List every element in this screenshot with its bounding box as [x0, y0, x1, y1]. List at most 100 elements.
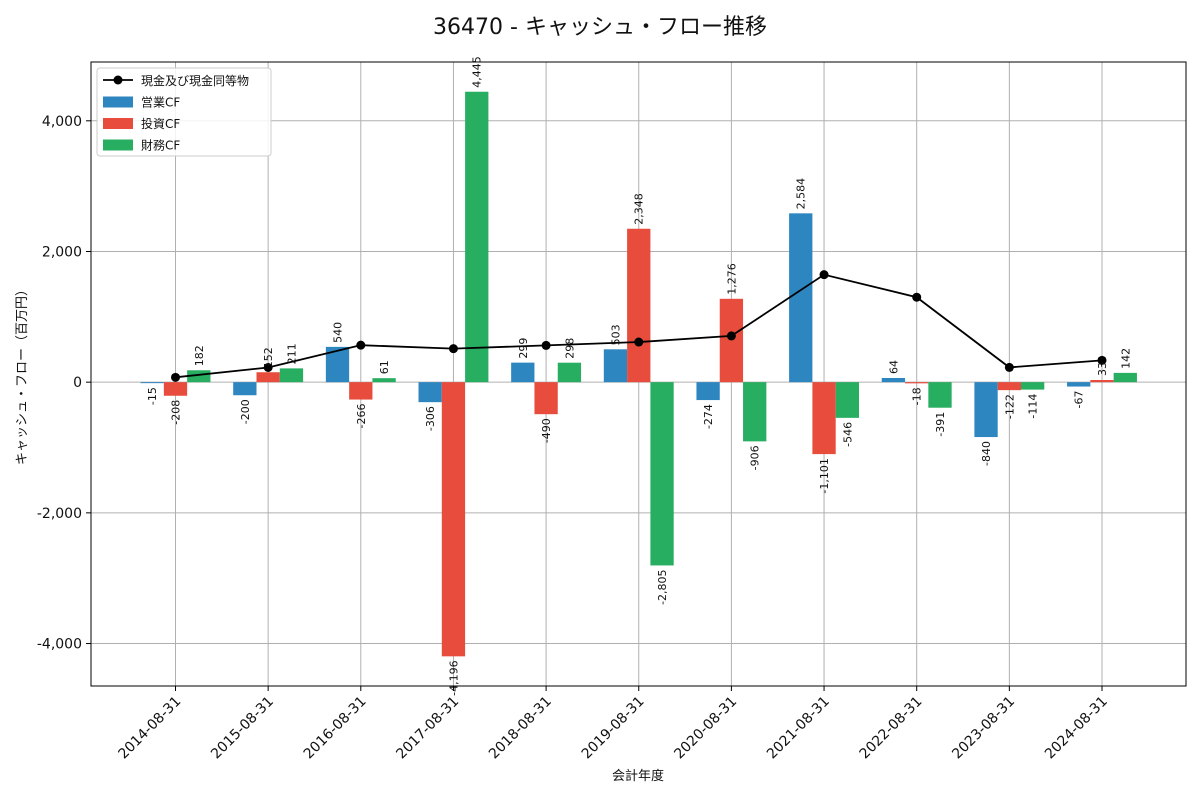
bar-2-2 — [372, 378, 396, 383]
x-tick-label-1: 2015-08-31 — [208, 694, 277, 763]
line-point-3-5 — [634, 337, 644, 347]
value-label-0-10: -67 — [1073, 391, 1086, 409]
legend-label-1: 投資CF — [141, 116, 180, 131]
line-point-3-4 — [541, 340, 551, 350]
bars-layer — [140, 91, 1137, 657]
bar-0-6 — [696, 382, 720, 401]
y-axis: -4,000 -2,000 0 2,000 4,000 — [37, 114, 91, 653]
bar-2-4 — [557, 362, 582, 383]
x-tick-label-7: 2021-08-31 — [764, 694, 833, 763]
bar-0-1 — [233, 382, 257, 396]
line-point-3-10 — [1097, 355, 1107, 365]
value-label-0-4: 299 — [517, 338, 530, 359]
bar-2-7 — [835, 382, 859, 418]
value-label-2-8: -391 — [934, 412, 947, 437]
value-label-1-6: 1,276 — [725, 263, 738, 295]
value-label-0-3: -306 — [424, 406, 437, 431]
line-point-3-9 — [1004, 362, 1014, 372]
value-label-2-6: -906 — [749, 445, 762, 470]
value-label-0-1: -200 — [239, 399, 252, 424]
line-point-3-6 — [726, 331, 736, 341]
bar-1-8 — [905, 382, 929, 384]
legend-label-2: 財務CF — [141, 138, 180, 153]
value-label-0-6: -274 — [702, 404, 715, 429]
line-layer — [171, 270, 1107, 382]
x-tick-label-9: 2023-08-31 — [949, 694, 1018, 763]
bar-1-6 — [719, 298, 744, 383]
x-tick-label-8: 2022-08-31 — [857, 694, 926, 763]
bar-0-3 — [418, 382, 442, 403]
bar-0-8 — [881, 377, 906, 383]
value-label-1-2: -266 — [355, 404, 368, 429]
legend-label-0: 営業CF — [141, 96, 180, 110]
x-axis: 2014-08-31 2015-08-31 2016-08-31 2017-08-31… — [115, 686, 1111, 763]
x-tick-label-4: 2018-08-31 — [486, 694, 555, 763]
line-point-3-2 — [356, 340, 366, 350]
value-label-2-4: 298 — [563, 338, 576, 359]
value-label-1-10: 33 — [1096, 362, 1109, 376]
bar-2-8 — [928, 382, 952, 408]
x-tick-label-0: 2014-08-31 — [115, 694, 184, 763]
bar-0-5 — [603, 349, 628, 383]
bar-2-0 — [187, 370, 211, 383]
y-tick-label-0: -4,000 — [37, 637, 82, 653]
legend-swatch-2 — [103, 139, 133, 151]
line-point-3-1 — [263, 362, 273, 372]
value-labels: -15 -200 540 -306 299 503 -274 2,584 64 -840 -67 -2… — [146, 56, 1132, 696]
bar-2-6 — [743, 382, 767, 442]
value-label-2-9: -114 — [1027, 394, 1040, 419]
line-point-3-0 — [171, 372, 180, 382]
value-label-2-7: -546 — [841, 422, 854, 447]
bar-2-5 — [650, 382, 674, 566]
x-axis-label: 会計年度 — [612, 768, 664, 784]
value-label-2-1: 211 — [285, 343, 298, 364]
bar-0-2 — [325, 346, 350, 383]
x-tick-label-3: 2017-08-31 — [393, 694, 462, 763]
bar-0-4 — [511, 362, 535, 383]
value-label-2-3: 4,445 — [471, 56, 484, 88]
bar-1-10 — [1090, 380, 1114, 383]
value-label-1-1: 152 — [262, 347, 275, 368]
y-tick-label-2: 0 — [73, 375, 82, 391]
value-label-1-8: -18 — [911, 387, 924, 405]
x-tick-label-5: 2019-08-31 — [579, 694, 648, 763]
x-tick-label-6: 2020-08-31 — [671, 694, 740, 763]
bar-2-3 — [465, 91, 489, 383]
bar-2-1 — [279, 368, 304, 383]
y-tick-label-4: 4,000 — [42, 114, 82, 130]
x-tick-label-10: 2024-08-31 — [1042, 694, 1111, 763]
bar-0-9 — [974, 382, 998, 438]
line-point-3-3 — [448, 344, 458, 354]
value-label-0-7: 2,584 — [795, 178, 808, 210]
value-label-2-2: 61 — [378, 360, 391, 374]
legend-swatch-0 — [103, 96, 133, 108]
value-label-0-9: -840 — [980, 441, 993, 466]
bar-1-1 — [256, 372, 280, 383]
value-label-0-5: 503 — [609, 324, 622, 345]
value-label-0-8: 64 — [887, 360, 900, 374]
bar-1-5 — [627, 228, 651, 383]
chart-title: 36470 - キャッシュ・フロー推移 — [433, 15, 767, 40]
legend-label-3: 現金及び現金同等物 — [141, 73, 249, 88]
value-label-1-3: -4,196 — [447, 660, 460, 695]
bar-1-4 — [534, 382, 558, 415]
line-point-3-8 — [912, 292, 922, 302]
value-label-0-2: 540 — [332, 322, 345, 343]
line-point-3-7 — [819, 270, 829, 280]
value-label-0-0: -15 — [146, 387, 159, 405]
value-label-2-10: 142 — [1119, 348, 1132, 369]
x-tick-label-2: 2016-08-31 — [301, 694, 370, 763]
value-label-1-7: -1,101 — [818, 458, 831, 493]
value-label-1-0: -208 — [170, 400, 183, 425]
bar-0-0 — [140, 382, 164, 384]
bar-1-2 — [349, 382, 373, 400]
legend-swatch-marker-3 — [113, 75, 123, 85]
bar-1-3 — [441, 382, 466, 657]
value-label-1-5: 2,348 — [633, 193, 646, 225]
bar-1-0 — [163, 382, 188, 396]
value-label-2-5: -2,805 — [656, 569, 669, 604]
y-axis-label: キャッシュ・フロー（百万円） — [15, 283, 30, 465]
legend-box — [96, 67, 272, 157]
